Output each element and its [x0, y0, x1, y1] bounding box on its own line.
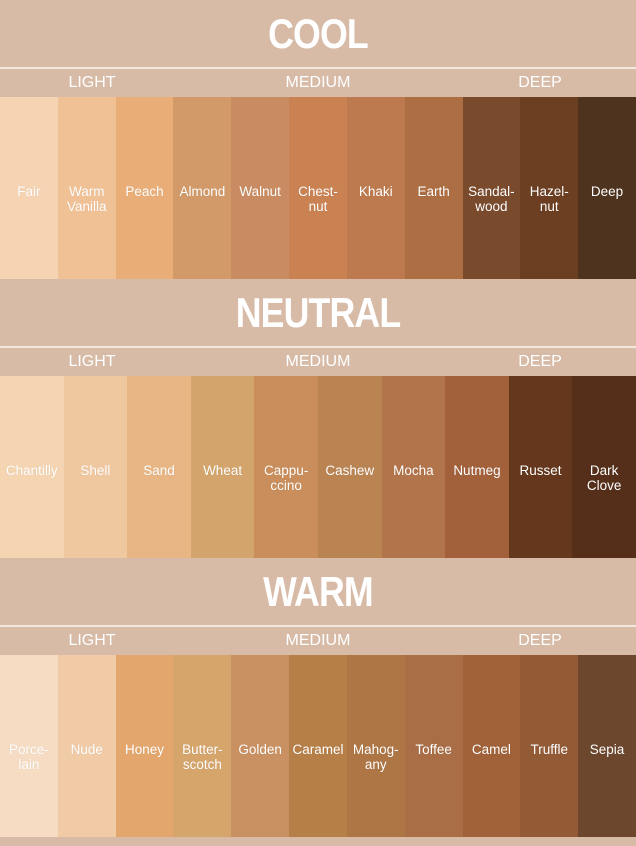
color-swatch: Earth [404, 97, 463, 279]
color-swatch: Chest- nut [289, 97, 347, 279]
section-title: COOL [268, 9, 369, 57]
color-swatch: Toffee [404, 655, 463, 837]
swatch-label: Sepia [589, 742, 625, 757]
swatch-label: Toffee [415, 742, 452, 757]
color-swatch: Sand [127, 376, 191, 558]
swatch-label: Sand [143, 463, 175, 478]
swatch-label: Khaki [358, 184, 393, 199]
color-swatch: Shell [63, 376, 128, 558]
color-swatch: Walnut [231, 97, 290, 279]
swatch-label: Fair [17, 184, 41, 199]
swatch-label: Porce- lain [9, 742, 49, 772]
section-title: NEUTRAL [235, 288, 401, 336]
color-swatch: Truffle [520, 655, 579, 837]
color-swatch: Mahog- any [346, 655, 405, 837]
color-swatch: Nude [57, 655, 116, 837]
color-swatch: Sepia [578, 655, 636, 837]
swatch-label: Shell [80, 463, 111, 478]
swatch-label: Wheat [203, 463, 243, 478]
swatch-label: Mahog- any [352, 742, 399, 772]
swatch-row: Chantilly Shell Sand Wheat Cappu- ccino Cashe… [0, 376, 636, 558]
divider [0, 67, 636, 69]
swatch-label: Mocha [393, 463, 434, 478]
swatch-label: Warm Vanilla [66, 184, 107, 214]
color-swatch: Chantilly [0, 376, 64, 558]
level-deep: DEEP [518, 353, 562, 370]
divider [0, 625, 636, 627]
level-deep: DEEP [518, 74, 562, 91]
swatch-row: Porce- lain Nude Honey Butter- scotch Golden… [0, 655, 636, 837]
section-title: WARM [263, 567, 373, 615]
color-swatch: Nutmeg [445, 376, 509, 558]
swatch-label: Nude [70, 742, 103, 757]
color-swatch: Golden [231, 655, 290, 837]
swatch-label: Peach [125, 184, 164, 199]
depth-levels: LIGHT MEDIUM DEEP [0, 69, 636, 97]
swatch-label: Chantilly [5, 463, 58, 478]
color-swatch: Honey [115, 655, 174, 837]
swatch-label: Camel [471, 742, 511, 757]
swatch-label: Earth [417, 184, 450, 199]
swatch-label: Golden [238, 742, 282, 757]
color-swatch: Deep [578, 97, 636, 279]
swatch-label: Hazel- nut [529, 184, 569, 214]
color-swatch: Warm Vanilla [57, 97, 116, 279]
swatch-label: Chest- nut [298, 184, 338, 214]
color-swatch: Sandal- wood [462, 97, 521, 279]
section-neutral: NEUTRAL LIGHT MEDIUM DEEP Chantilly Shell… [0, 279, 636, 558]
color-swatch: Butter- scotch [173, 655, 232, 837]
swatch-label: Almond [179, 184, 226, 199]
divider [0, 346, 636, 348]
color-swatch: Russet [508, 376, 573, 558]
level-medium: MEDIUM [285, 632, 351, 649]
color-swatch: Khaki [346, 97, 405, 279]
level-deep: DEEP [518, 632, 562, 649]
swatch-label: Cappu- ccino [264, 463, 309, 493]
level-medium: MEDIUM [285, 74, 351, 91]
swatch-label: Russet [519, 463, 562, 478]
color-swatch: Peach [115, 97, 174, 279]
color-swatch: Cappu- ccino [254, 376, 318, 558]
color-swatch: Dark Clove [572, 376, 636, 558]
swatch-label: Honey [125, 742, 165, 757]
section-warm: WARM LIGHT MEDIUM DEEP Porce- lain Nude Ho… [0, 558, 636, 837]
depth-levels: LIGHT MEDIUM DEEP [0, 348, 636, 376]
swatch-label: Caramel [292, 742, 344, 757]
color-swatch: Almond [173, 97, 232, 279]
color-swatch: Wheat [190, 376, 255, 558]
level-light: LIGHT [68, 353, 116, 370]
color-swatch: Mocha [381, 376, 446, 558]
color-swatch: Hazel- nut [520, 97, 579, 279]
swatch-label: Sandal- wood [468, 184, 515, 214]
section-cool: COOL LIGHT MEDIUM DEEP Fair Warm Vanilla P… [0, 0, 636, 279]
color-swatch: Cashew [317, 376, 382, 558]
swatch-label: Deep [590, 184, 624, 199]
swatch-label: Walnut [239, 184, 281, 199]
swatch-label: Butter- scotch [182, 742, 223, 772]
color-swatch: Caramel [289, 655, 347, 837]
level-light: LIGHT [68, 632, 116, 649]
swatch-label: Dark Clove [586, 463, 622, 493]
level-medium: MEDIUM [285, 353, 351, 370]
level-light: LIGHT [68, 74, 116, 91]
color-swatch: Camel [462, 655, 521, 837]
depth-levels: LIGHT MEDIUM DEEP [0, 627, 636, 655]
swatch-label: Cashew [325, 463, 375, 478]
color-swatch: Porce- lain [0, 655, 58, 837]
swatch-row: Fair Warm Vanilla Peach Almond Walnut Chest- … [0, 97, 636, 279]
color-swatch: Fair [0, 97, 58, 279]
swatch-label: Truffle [530, 742, 568, 757]
swatch-label: Nutmeg [453, 463, 501, 478]
